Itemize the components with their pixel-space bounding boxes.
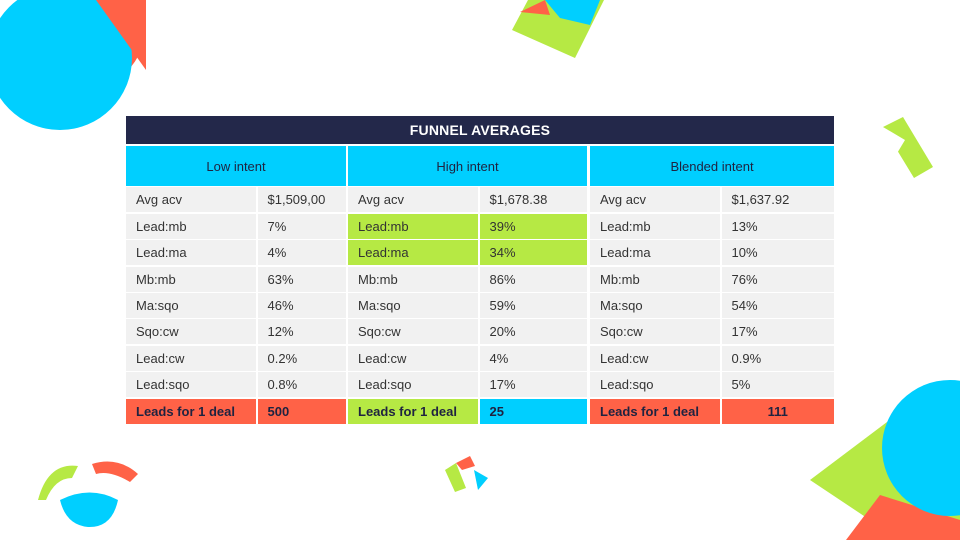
row-label: Lead:cw [590, 345, 720, 371]
table-row: Sqo:cw 17% [590, 319, 834, 345]
row-value: $1,637.92 [721, 187, 834, 213]
table-row: Avg acv $1,678.38 [348, 187, 587, 213]
row-label: Sqo:cw [126, 319, 256, 345]
row-value: 4% [479, 345, 587, 371]
row-value: 17% [721, 319, 834, 345]
row-label: Sqo:cw [348, 319, 478, 345]
row-label: Mb:mb [126, 266, 256, 292]
table-row: Mb:mb 76% [590, 266, 834, 292]
total-row: Leads for 1 deal 500 [126, 398, 346, 424]
table-row: Lead:ma 10% [590, 240, 834, 266]
top-center-shape [512, 0, 604, 58]
row-label: Avg acv [590, 187, 720, 213]
table-row: Lead:cw 0.9% [590, 345, 834, 371]
panel-heading: High intent [348, 146, 587, 186]
row-label: Lead:ma [126, 240, 256, 266]
row-value: 46% [257, 292, 346, 318]
table-row-highlighted: Lead:mb 39% [348, 213, 587, 239]
total-row: Leads for 1 deal 25 [348, 398, 587, 424]
row-value: 20% [479, 319, 587, 345]
row-label: Avg acv [126, 187, 256, 213]
bottom-right-shape [810, 380, 960, 540]
row-label: Ma:sqo [590, 292, 720, 318]
row-value: 0.2% [257, 345, 346, 371]
bottom-left-shape [38, 461, 138, 528]
table-row: Lead:cw 0.2% [126, 345, 346, 371]
row-label: Lead:sqo [126, 372, 256, 398]
row-label: Lead:ma [590, 240, 720, 266]
panel-heading: Low intent [126, 146, 346, 186]
row-label: Mb:mb [348, 266, 478, 292]
table-row: Ma:sqo 46% [126, 292, 346, 318]
row-value: 5% [721, 372, 834, 398]
row-label: Lead:cw [348, 345, 478, 371]
table-row: Avg acv $1,509,00 [126, 187, 346, 213]
row-label: Lead:mb [126, 213, 256, 239]
row-label: Mb:mb [590, 266, 720, 292]
row-label: Lead:mb [590, 213, 720, 239]
row-value: 86% [479, 266, 587, 292]
table-row: Lead:ma 4% [126, 240, 346, 266]
row-value: 4% [257, 240, 346, 266]
total-value: 111 [721, 398, 834, 424]
panel-low-intent: Low intent Avg acv $1,509,00 Lead:mb 7% Le… [126, 146, 346, 424]
total-row: Leads for 1 deal 111 [590, 398, 834, 424]
row-value: $1,509,00 [257, 187, 346, 213]
row-label: Lead:ma [348, 240, 478, 266]
top-left-blob [0, 0, 146, 130]
total-value: 500 [257, 398, 346, 424]
total-label: Leads for 1 deal [126, 398, 256, 424]
table-row: Sqo:cw 12% [126, 319, 346, 345]
row-label: Ma:sqo [348, 292, 478, 318]
row-value: 0.9% [721, 345, 834, 371]
panel-high-intent: High intent Avg acv $1,678.38 Lead:mb 39% … [348, 146, 587, 424]
panel-heading: Blended intent [590, 146, 834, 186]
table-row: Lead:sqo 17% [348, 372, 587, 398]
table-row: Lead:sqo 5% [590, 372, 834, 398]
row-label: Lead:sqo [348, 372, 478, 398]
total-label: Leads for 1 deal [348, 398, 478, 424]
table-row: Lead:mb 7% [126, 213, 346, 239]
row-value: $1,678.38 [479, 187, 587, 213]
total-label: Leads for 1 deal [590, 398, 720, 424]
row-label: Ma:sqo [126, 292, 256, 318]
table-row: Avg acv $1,637.92 [590, 187, 834, 213]
total-value: 25 [479, 398, 587, 424]
table-row: Lead:sqo 0.8% [126, 372, 346, 398]
row-label: Lead:cw [126, 345, 256, 371]
table-row: Sqo:cw 20% [348, 319, 587, 345]
row-value: 54% [721, 292, 834, 318]
row-value: 0.8% [257, 372, 346, 398]
row-value: 13% [721, 213, 834, 239]
row-value: 63% [257, 266, 346, 292]
row-label: Lead:sqo [590, 372, 720, 398]
table-row: Lead:cw 4% [348, 345, 587, 371]
row-value: 12% [257, 319, 346, 345]
row-label: Avg acv [348, 187, 478, 213]
row-label: Lead:mb [348, 213, 478, 239]
table-row: Lead:mb 13% [590, 213, 834, 239]
panel-blended-intent: Blended intent Avg acv $1,637.92 Lead:mb 1… [590, 146, 834, 424]
row-value: 7% [257, 213, 346, 239]
table-row: Ma:sqo 59% [348, 292, 587, 318]
row-value: 34% [479, 240, 587, 266]
row-value: 59% [479, 292, 587, 318]
row-value: 10% [721, 240, 834, 266]
table-row-highlighted: Lead:ma 34% [348, 240, 587, 266]
table-row: Mb:mb 63% [126, 266, 346, 292]
row-value: 39% [479, 213, 587, 239]
row-label: Sqo:cw [590, 319, 720, 345]
row-value: 76% [721, 266, 834, 292]
table-row: Mb:mb 86% [348, 266, 587, 292]
table-row: Ma:sqo 54% [590, 292, 834, 318]
right-lime-shape [883, 117, 933, 178]
row-value: 17% [479, 372, 587, 398]
bottom-center-shape [445, 456, 488, 492]
table-title: FUNNEL AVERAGES [126, 116, 834, 144]
